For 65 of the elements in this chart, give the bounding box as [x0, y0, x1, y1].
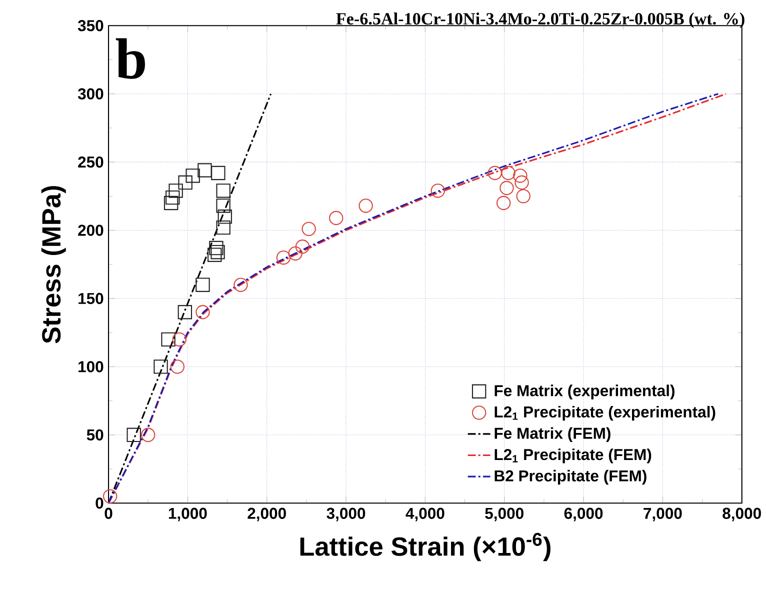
- point: [166, 190, 180, 205]
- point: [103, 489, 118, 504]
- point: [500, 181, 514, 196]
- point: [161, 332, 176, 347]
- y-tick-label: 250: [78, 156, 104, 168]
- x-tick-label: 6,000: [564, 508, 603, 522]
- x-tick-label: 7,000: [644, 508, 682, 522]
- point: [164, 196, 178, 210]
- point: [210, 245, 225, 260]
- legend-label: B2 Precipitate (FEM): [494, 470, 646, 485]
- point: [234, 278, 248, 292]
- y-tick-label: 0: [96, 498, 104, 509]
- x-tick-label: 1,000: [168, 508, 207, 522]
- x-tick-label: 8,000: [722, 508, 761, 522]
- point: [216, 184, 230, 198]
- y-tick-label: 100: [78, 361, 104, 372]
- point: [288, 246, 302, 261]
- point: [186, 168, 200, 183]
- x-tick-label: 0: [104, 508, 112, 520]
- chart-title: Fe-6.5Al-10Cr-10Ni-3.4Mo-2.0Ti-0.25Zr-0.005B (wt. %): [336, 12, 744, 28]
- x-axis-title: Lattice Strain (×10$^{-6}$): [300, 533, 550, 562]
- y-tick-label: 200: [78, 224, 104, 236]
- point: [302, 222, 316, 236]
- point: [329, 211, 344, 226]
- x-tick-label: 3,000: [326, 508, 366, 522]
- point: [216, 220, 230, 235]
- point: [196, 278, 210, 292]
- legend-label: Fe Matrix (experimental): [494, 384, 674, 400]
- point: [211, 166, 226, 180]
- point: [141, 428, 156, 442]
- point: [154, 360, 168, 374]
- x-tick-label: 5,000: [485, 508, 524, 522]
- y-tick-label: 300: [78, 88, 104, 100]
- point: [276, 250, 291, 265]
- annotation: b: [116, 38, 145, 80]
- point: [514, 176, 529, 190]
- legend-label: L2$_{1}$ Precipitate (experimental): [494, 406, 716, 421]
- y-axis-title: Stress (MPa): [41, 186, 66, 344]
- y-tick-label: 350: [78, 20, 104, 32]
- point: [178, 305, 192, 320]
- point: [295, 240, 310, 254]
- x-tick-label: 4,000: [406, 508, 444, 522]
- y-tick-label: 50: [86, 429, 104, 441]
- point: [168, 184, 183, 198]
- point: [430, 184, 445, 198]
- point: [172, 332, 186, 347]
- point: [216, 198, 230, 213]
- point: [209, 241, 224, 256]
- point: [516, 189, 530, 204]
- point: [501, 166, 516, 180]
- point: [170, 360, 184, 374]
- legend-label: Fe Matrix (FEM): [494, 427, 610, 442]
- legend-label: L2$_{1}$ Precipitate (FEM): [494, 448, 652, 464]
- x-tick-label: 2,000: [248, 508, 286, 522]
- point: [208, 248, 222, 262]
- point: [488, 166, 502, 180]
- point: [198, 163, 212, 178]
- point: [218, 210, 232, 224]
- point: [513, 168, 528, 183]
- point: [358, 198, 373, 213]
- point: [178, 176, 192, 190]
- y-tick-label: 150: [78, 293, 104, 304]
- point: [196, 305, 210, 320]
- point: [496, 196, 511, 210]
- point: [126, 428, 141, 442]
